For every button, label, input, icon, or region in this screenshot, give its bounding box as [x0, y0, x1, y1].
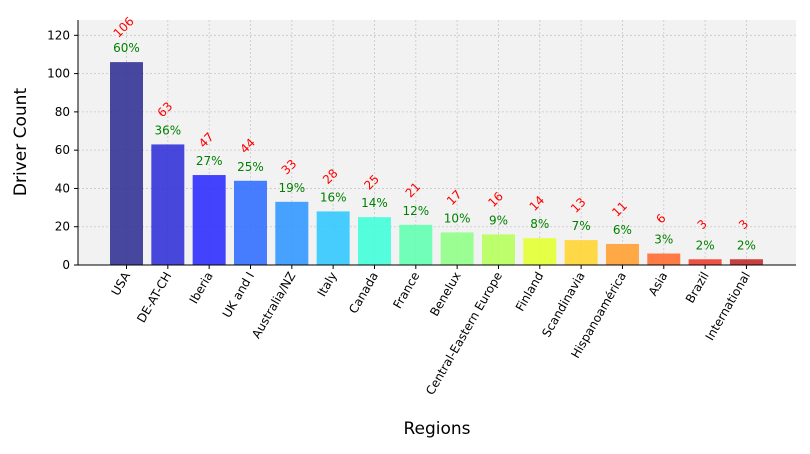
bar-finland	[523, 238, 557, 265]
bar-uk-and-i	[233, 180, 267, 265]
percent-label: 6%	[613, 223, 632, 237]
plot-area	[78, 20, 796, 265]
percent-label: 25%	[237, 160, 264, 174]
x-tick-label: Asia	[646, 270, 671, 299]
bar-benelux	[440, 232, 474, 265]
bar-brazil	[688, 259, 722, 265]
percent-label: 8%	[530, 217, 549, 231]
x-tick-label: DE-AT-CH	[134, 270, 174, 326]
y-tick-label: 120	[47, 28, 70, 42]
x-tick-label: France	[390, 270, 422, 312]
x-tick-label: Central-Eastern Europe	[423, 270, 505, 398]
percent-label: 27%	[196, 154, 223, 168]
percent-label: 2%	[737, 238, 756, 252]
y-tick-label: 60	[55, 143, 70, 157]
x-tick-label: USA	[109, 269, 134, 298]
percent-label: 9%	[489, 213, 508, 227]
x-tick-label: Australia/NZ	[249, 270, 298, 341]
bar-central-eastern-europe	[481, 234, 515, 265]
x-tick-label: International	[703, 270, 753, 343]
x-tick-label: UK and I	[220, 270, 257, 321]
bar-asia	[647, 253, 681, 265]
bar-france	[399, 224, 433, 265]
y-tick-label: 80	[55, 105, 70, 119]
bar-australia-nz	[275, 201, 309, 265]
x-axis-label: Regions	[403, 419, 470, 439]
y-tick-label: 100	[47, 67, 70, 81]
percent-label: 7%	[572, 219, 591, 233]
bar-de-at-ch	[151, 144, 185, 265]
bars	[110, 62, 763, 265]
bar-italy	[316, 211, 350, 265]
percent-label: 60%	[113, 41, 140, 55]
x-tick-label: Canada	[346, 270, 381, 317]
percent-label: 10%	[444, 211, 471, 225]
x-tick-label: Brazil	[683, 270, 712, 306]
bar-international	[729, 259, 763, 265]
percent-label: 3%	[654, 233, 673, 247]
x-tick-label: Scandinavia	[539, 270, 588, 340]
y-tick-label: 20	[55, 220, 70, 234]
bar-usa	[110, 62, 143, 265]
y-tick-label: 0	[62, 258, 70, 272]
bar-iberia	[192, 175, 226, 265]
bar-canada	[357, 217, 391, 265]
y-axis-label: Driver Count	[11, 88, 31, 197]
percent-label: 2%	[696, 238, 715, 252]
percent-label: 16%	[320, 190, 347, 204]
y-tick-label: 40	[55, 181, 70, 195]
percent-label: 12%	[402, 204, 429, 218]
bar-scandinavia	[564, 240, 598, 265]
x-tick-label: Benelux	[427, 270, 463, 319]
x-tick-label: Finland	[513, 270, 547, 314]
percent-label: 36%	[154, 123, 181, 137]
y-ticks: 0 20 40 60 80 100 120	[47, 28, 78, 272]
x-tick-label: Italy	[315, 270, 340, 300]
x-tick-label: Iberia	[187, 270, 216, 307]
percent-label: 14%	[361, 196, 388, 210]
percent-label: 19%	[278, 181, 305, 195]
bar-hispanoam-rica	[605, 243, 639, 265]
